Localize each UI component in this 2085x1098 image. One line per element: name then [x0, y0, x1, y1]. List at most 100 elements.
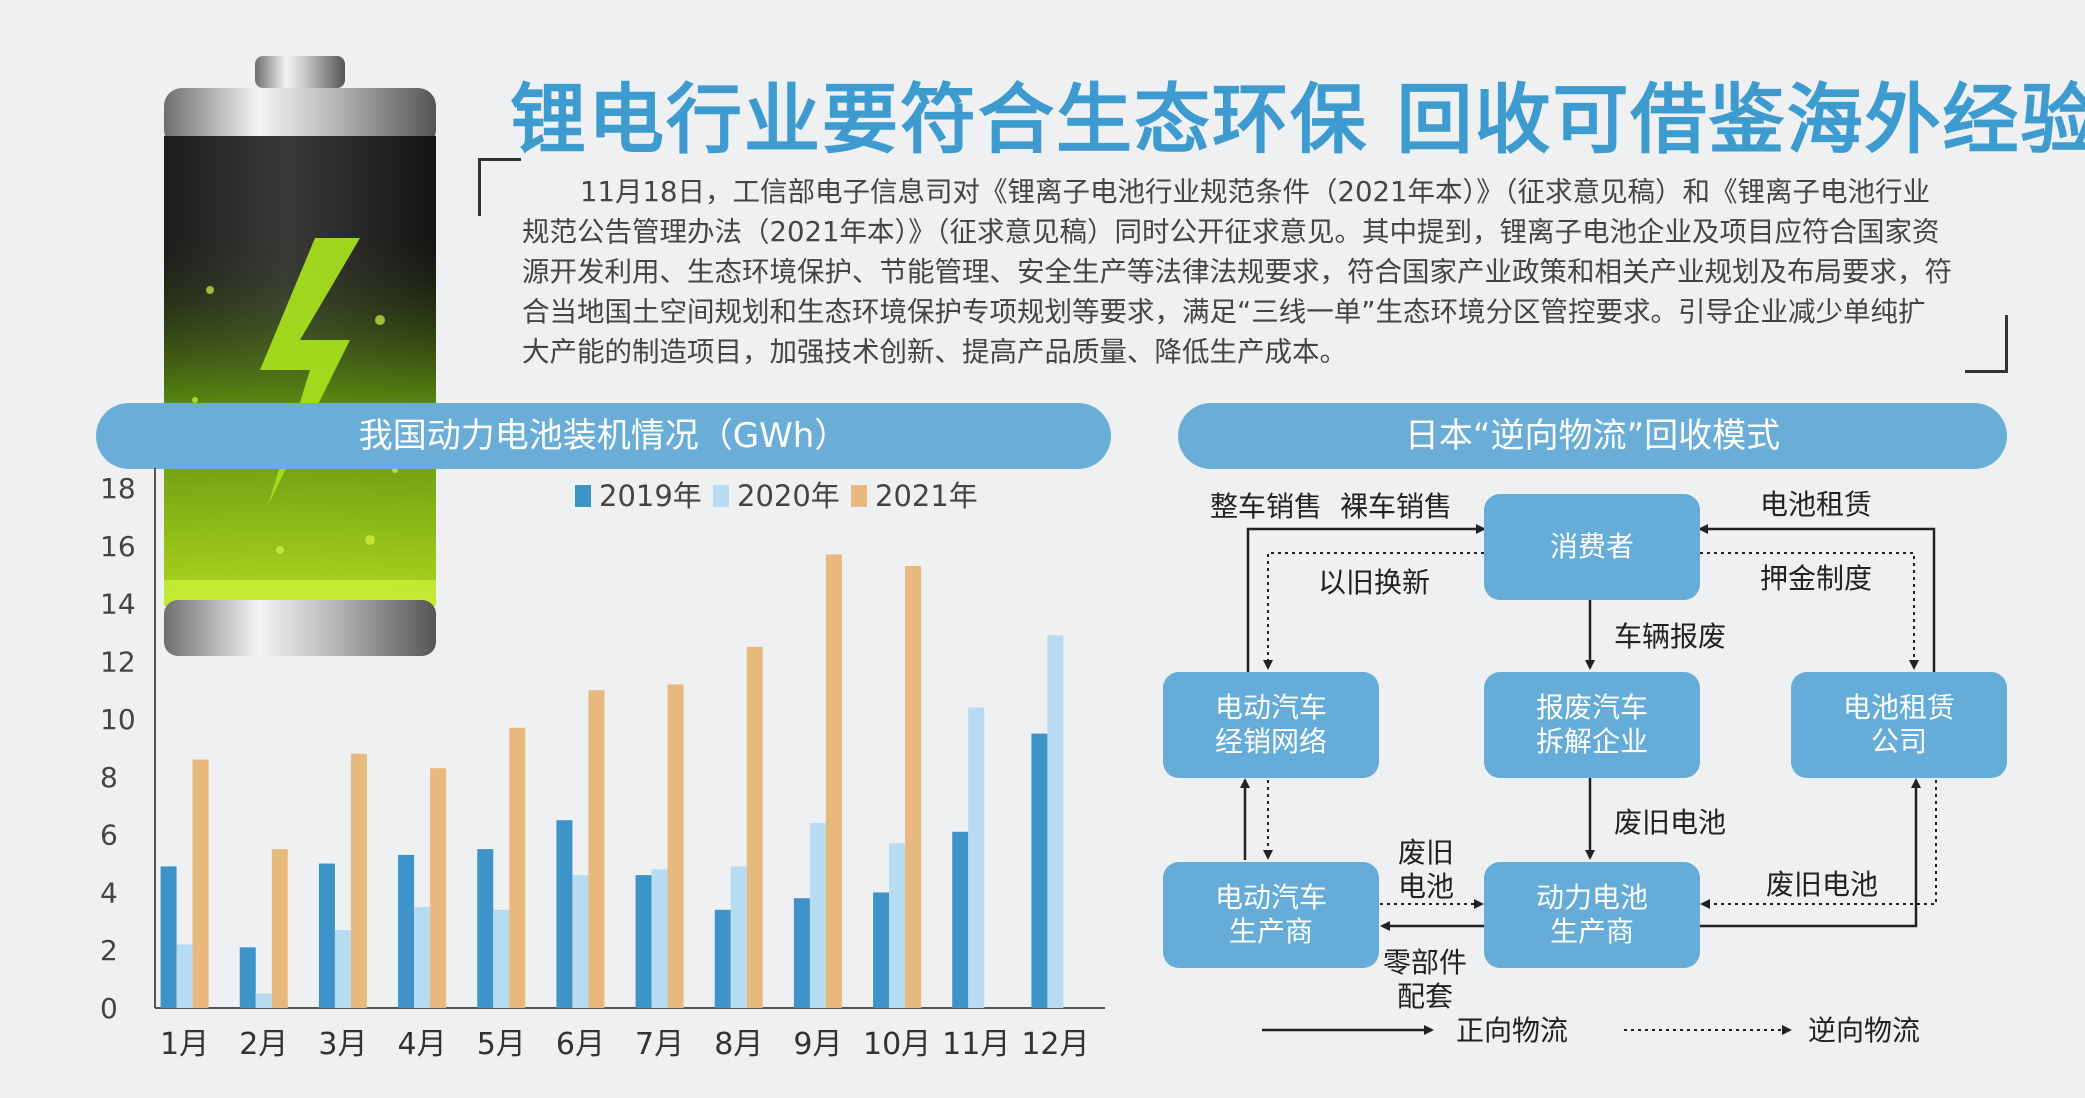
- node-ev-maker: 电动汽车生产商: [1163, 862, 1379, 968]
- x-tick-label: 7月: [635, 1027, 684, 1062]
- edge-battery-maker-to-leasing: [1700, 778, 1921, 928]
- bracket-top-left: [478, 158, 521, 216]
- node-consumer: 消费者: [1484, 494, 1700, 600]
- bar-2-5: [588, 690, 605, 1008]
- edge-leasing-to-consumer: [1698, 524, 1936, 672]
- bar-2-4: [509, 727, 526, 1008]
- bar-2-2: [350, 753, 367, 1008]
- bar-0-0: [160, 866, 177, 1008]
- label-parts: 零部件配套: [1382, 946, 1467, 1013]
- y-tick-label: 18: [100, 472, 136, 505]
- x-tick-label: 12月: [1021, 1027, 1089, 1062]
- bar-2-6: [667, 684, 684, 1008]
- bar-2-0: [192, 759, 209, 1008]
- legend-swatch-0: [575, 485, 591, 507]
- edge-consumer-to-leasing-reverse: [1700, 552, 1919, 670]
- intro-paragraph: 11月18日，工信部电子信息司对《锂离子电池行业规范条件（2021年本）》（征求…: [522, 176, 1952, 368]
- edge-dealer-to-consumer: [1246, 524, 1486, 672]
- x-tick-label: 8月: [714, 1027, 763, 1062]
- bar-0-5: [556, 820, 573, 1008]
- bar-1-0: [176, 944, 193, 1008]
- y-tick-label: 16: [100, 530, 136, 563]
- y-tick-label: 10: [100, 703, 136, 736]
- node-battery-maker: 动力电池生产商: [1484, 862, 1700, 968]
- node-dismantler: 报废汽车拆解企业: [1484, 672, 1700, 778]
- x-tick-label: 4月: [398, 1027, 447, 1062]
- intro-section: 11月18日，工信部电子信息司对《锂离子电池行业规范条件（2021年本）》（征求…: [478, 158, 2008, 373]
- bar-0-2: [318, 863, 335, 1008]
- node-battery-leasing: 电池租赁公司: [1791, 672, 2007, 778]
- bar-0-11: [1031, 733, 1048, 1008]
- edge-consumer-to-dealer-reverse: [1263, 552, 1484, 670]
- bar-1-10: [968, 707, 985, 1008]
- label-waste-battery-right: 废旧电池: [1766, 868, 1879, 901]
- bar-1-9: [889, 843, 906, 1008]
- bar-0-3: [398, 854, 415, 1008]
- bar-0-4: [477, 849, 494, 1008]
- node-battery-leasing-label: 电池租赁公司: [1842, 691, 1955, 758]
- label-whole-sale: 整车销售: [1210, 490, 1323, 523]
- bar-2-1: [271, 849, 288, 1008]
- chart-title: 我国动力电池装机情况（GWh）: [96, 403, 1111, 469]
- label-waste-battery-left: 废旧电池: [1397, 836, 1454, 903]
- node-dealer-network-label: 电动汽车经销网络: [1214, 691, 1327, 758]
- node-dealer-network: 电动汽车经销网络: [1163, 672, 1379, 778]
- bar-0-10: [952, 831, 969, 1008]
- x-tick-label: 3月: [318, 1027, 367, 1062]
- label-battery-rental: 电池租赁: [1760, 488, 1873, 521]
- node-ev-maker-label: 电动汽车生产商: [1214, 881, 1327, 948]
- x-tick-label: 1月: [160, 1027, 209, 1062]
- x-tick-label: 9月: [793, 1027, 842, 1062]
- node-battery-maker-label: 动力电池生产商: [1535, 881, 1648, 948]
- edge-leasing-to-battery-maker-reverse: [1700, 780, 1937, 909]
- bar-2-3: [430, 768, 447, 1008]
- bar-1-5: [572, 875, 589, 1008]
- page-title: 锂电行业要符合生态环保 回收可借鉴海外经验: [510, 75, 2085, 164]
- label-bare-sale: 裸车销售: [1340, 490, 1453, 523]
- bar-2-7: [746, 646, 763, 1008]
- y-tick-label: 14: [100, 588, 136, 621]
- bar-2-9: [905, 566, 922, 1008]
- bracket-bottom-right: [1965, 315, 2008, 373]
- bar-2-8: [825, 554, 842, 1008]
- y-tick-label: 4: [100, 876, 118, 909]
- bar-1-11: [1047, 635, 1064, 1008]
- x-tick-label: 2月: [239, 1027, 288, 1062]
- legend-swatch-2: [851, 485, 867, 507]
- bar-1-3: [414, 906, 431, 1008]
- legend-label-0: 2019年: [599, 479, 702, 513]
- bar-0-1: [239, 947, 256, 1008]
- bar-1-8: [809, 823, 826, 1008]
- y-tick-label: 6: [100, 819, 118, 852]
- y-tick-label: 8: [100, 761, 118, 794]
- y-tick-label: 2: [100, 934, 118, 967]
- x-tick-label: 5月: [477, 1027, 526, 1062]
- flow-title: 日本“逆向物流”回收模式: [1178, 403, 2007, 469]
- bar-1-1: [255, 993, 272, 1008]
- label-deposit: 押金制度: [1760, 562, 1873, 595]
- legend-swatch-1: [713, 485, 729, 507]
- bar-1-4: [493, 909, 510, 1008]
- legend-label-2: 2021年: [875, 479, 978, 513]
- bar-1-2: [334, 930, 351, 1008]
- legend-reverse-label: 逆向物流: [1808, 1014, 1921, 1047]
- bar-chart: 0 2 4 6 8 10 12 14 16 18 1月 2月 3月 4月 5月 6月 7月 8月 9月 10月 11月 1…: [100, 468, 1105, 1062]
- label-scrap: 车辆报废: [1614, 620, 1727, 653]
- y-tick-label: 0: [100, 992, 118, 1025]
- bar-1-7: [730, 866, 747, 1008]
- bar-0-8: [793, 898, 810, 1008]
- y-tick-label: 12: [100, 645, 136, 678]
- x-tick-label: 11月: [942, 1027, 1010, 1062]
- bar-0-7: [714, 909, 731, 1008]
- label-trade-in: 以旧换新: [1318, 566, 1431, 599]
- label-waste-battery-middle: 废旧电池: [1614, 806, 1727, 839]
- bar-0-6: [635, 875, 652, 1008]
- bar-0-9: [873, 892, 890, 1008]
- bar-1-6: [651, 869, 668, 1008]
- legend-forward-label: 正向物流: [1456, 1014, 1569, 1047]
- battery-illustration: [164, 56, 436, 656]
- x-tick-label: 6月: [556, 1027, 605, 1062]
- legend-label-1: 2020年: [737, 479, 840, 513]
